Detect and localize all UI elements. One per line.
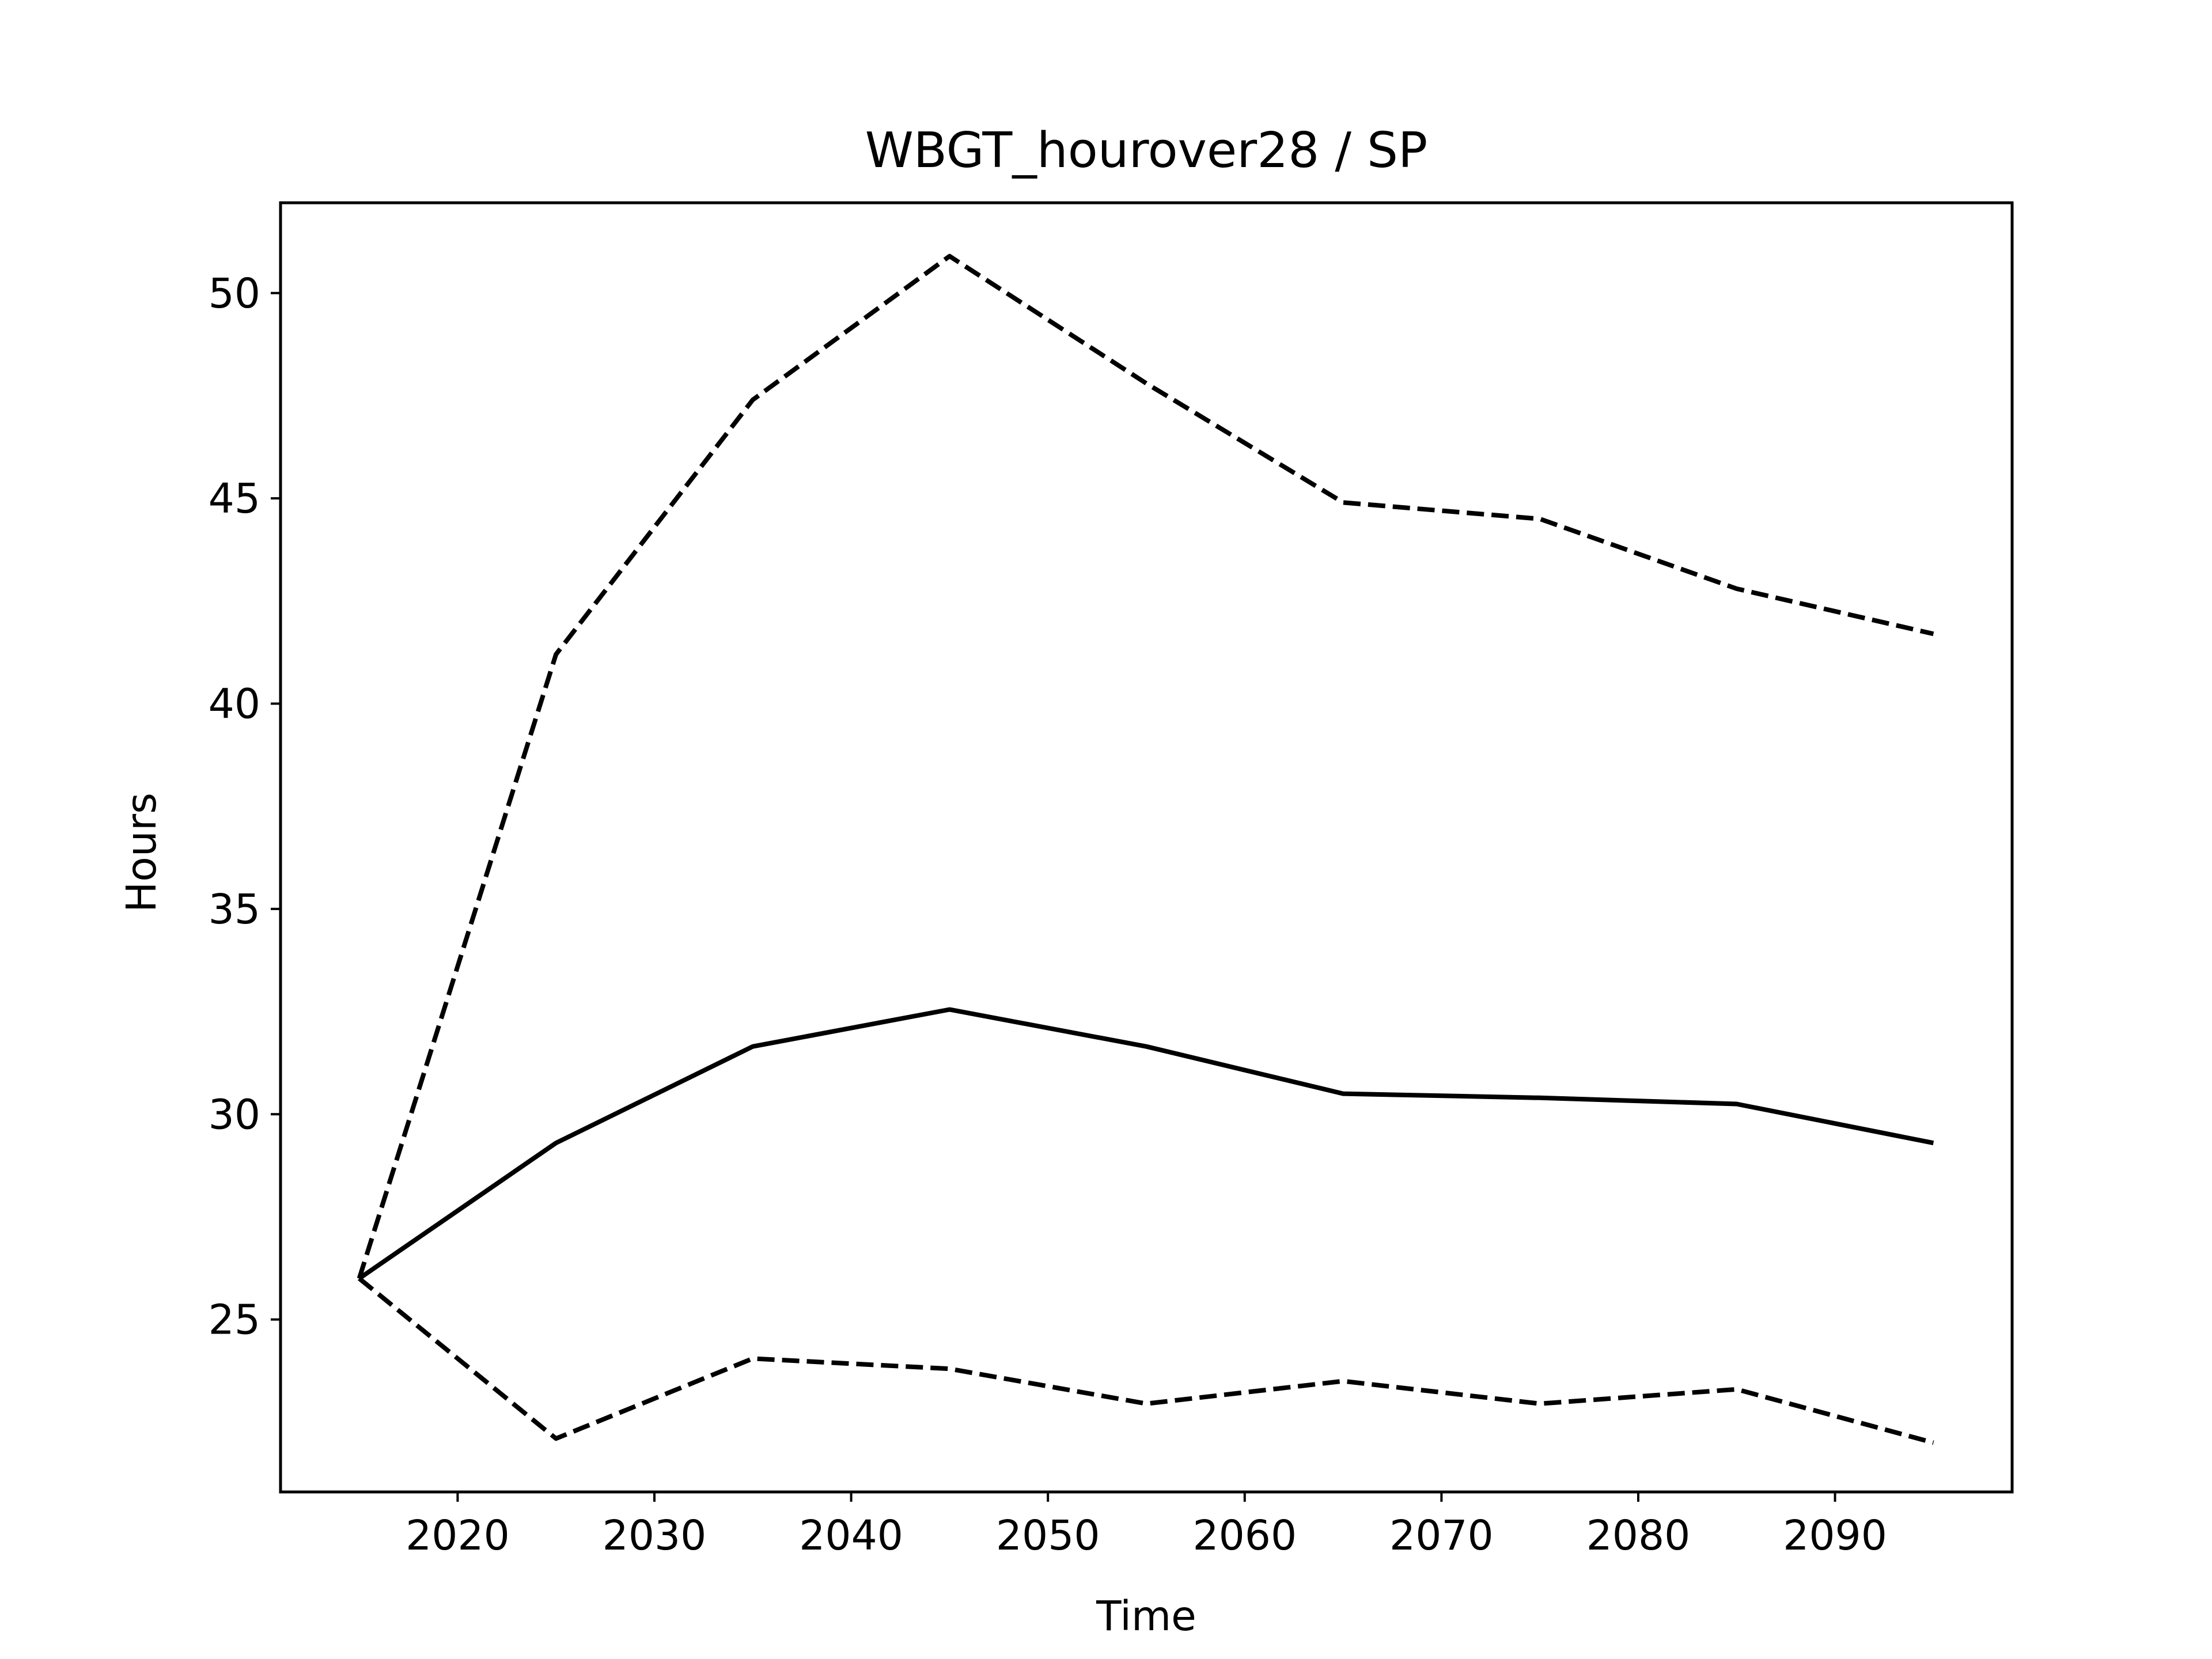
y-tick-label: 30 [209, 1090, 260, 1138]
y-tick-label: 45 [209, 475, 260, 522]
x-tick-label: 2080 [1586, 1512, 1691, 1559]
x-tick-label: 2090 [1783, 1512, 1887, 1559]
x-tick-label: 2060 [1192, 1512, 1297, 1559]
x-tick-label: 2040 [799, 1512, 903, 1559]
y-axis: 25 30 35 40 45 50 [209, 270, 281, 1344]
y-axis-label: Hours [118, 793, 165, 912]
x-tick-label: 2030 [603, 1512, 707, 1559]
y-tick-label: 35 [209, 885, 260, 933]
series-lower-bound-line [358, 1277, 1934, 1445]
x-axis: 2020 2030 2040 2050 2060 2070 2080 2090 [406, 1492, 1887, 1559]
series-central-line [358, 1007, 1934, 1281]
chart-title: WBGT_hourover28 / SP [865, 122, 1428, 179]
x-tick-label: 2050 [996, 1512, 1100, 1559]
x-tick-label: 2070 [1389, 1512, 1494, 1559]
x-axis-label: Time [1096, 1592, 1196, 1640]
x-tick-label: 2020 [406, 1512, 510, 1559]
y-tick-label: 25 [209, 1296, 260, 1344]
y-tick-label: 50 [209, 270, 260, 317]
series-layer [357, 253, 1934, 1445]
y-tick-label: 40 [209, 680, 260, 728]
series-upper-bound-line [357, 253, 1934, 1279]
plot-area-frame [279, 201, 2014, 1494]
